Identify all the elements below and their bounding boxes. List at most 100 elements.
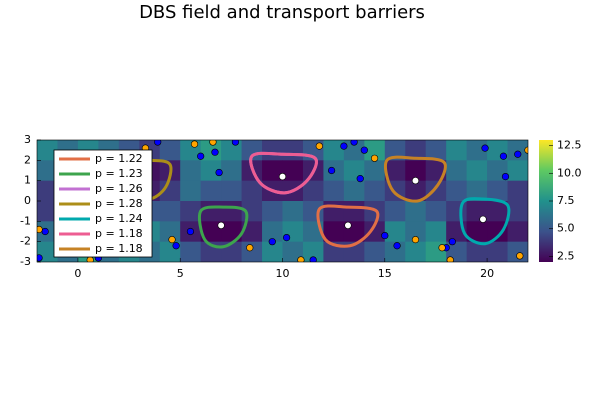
legend-label: p = 1.28: [95, 197, 143, 210]
heat-cell: [364, 140, 386, 161]
heat-cell: [262, 140, 283, 161]
heat-cell: [200, 201, 222, 222]
colorbar-tick-label: 10.0: [557, 166, 582, 179]
scatter-point: [309, 256, 317, 262]
heat-cell: [200, 160, 222, 182]
legend: p = 1.22 p = 1.23 p = 1.26 p = 1.28 p = 1.24…: [53, 149, 153, 258]
scatter-point: [340, 142, 348, 150]
scatter-point: [328, 166, 336, 175]
heat-cell: [262, 201, 283, 222]
heat-cell: [384, 160, 406, 182]
heat-cell: [159, 201, 181, 222]
heat-cell: [159, 140, 181, 161]
heat-cell: [405, 160, 427, 182]
heat-cell: [221, 180, 243, 202]
heat-cell: [180, 241, 202, 262]
heat-cell: [466, 140, 488, 161]
heat-cell: [446, 160, 468, 182]
heat-cell: [446, 140, 468, 161]
heat-cell: [282, 241, 304, 262]
scatter-point: [217, 221, 225, 229]
scatter-point: [514, 150, 522, 158]
scatter-point: [209, 140, 217, 146]
scatter-point: [501, 173, 510, 181]
x-tick-label: 5: [177, 267, 184, 280]
heat-cell: [487, 201, 509, 222]
heat-cell: [37, 201, 58, 222]
heat-cell: [241, 221, 263, 243]
heat-cell: [364, 160, 386, 182]
scatter-point: [381, 231, 389, 240]
x-tick-label: 20: [480, 267, 494, 280]
contour: [316, 204, 380, 248]
heat-cell: [262, 221, 283, 243]
scatter-point: [499, 152, 508, 160]
scatter-point: [154, 140, 162, 146]
colorbar-tick-label: 2.5: [557, 249, 575, 262]
plot-overlay: [37, 140, 528, 262]
chart-title: DBS field and transport barriers: [139, 2, 425, 23]
heat-cell: [507, 221, 528, 243]
heat-cell: [466, 160, 488, 182]
heat-cell: [425, 140, 447, 161]
y-tick-label: -1: [20, 214, 31, 227]
scatter-point: [481, 144, 489, 152]
heat-cell: [180, 180, 202, 202]
scatter-point: [190, 140, 199, 148]
scatter-point: [315, 142, 323, 150]
scatter-point: [370, 154, 379, 162]
scatter-point: [344, 221, 352, 229]
heat-cell: [302, 180, 324, 202]
y-tick-label: 2: [24, 153, 31, 166]
heat-cell: [343, 180, 365, 202]
heat-cell: [487, 221, 509, 243]
scatter-point: [168, 236, 176, 244]
contour: [459, 197, 511, 246]
x-tick-label: 15: [378, 267, 392, 280]
heat-cell: [241, 180, 263, 202]
y-tick-label: 3: [24, 133, 31, 146]
heat-cell: [364, 241, 386, 262]
scatter-point: [211, 148, 219, 156]
heat-cell: [282, 160, 304, 182]
heat-cell: [405, 140, 427, 161]
heat-cell: [180, 201, 202, 222]
colorbar: [539, 140, 553, 262]
scatter-point: [197, 152, 205, 160]
legend-label: p = 1.24: [95, 212, 143, 225]
scatter-point: [282, 234, 291, 242]
heat-cell: [466, 241, 488, 262]
heat-cell: [221, 201, 243, 222]
scatter-point: [231, 140, 240, 146]
scatter-point: [356, 175, 364, 183]
heat-cell: [384, 201, 406, 222]
scatter-point: [297, 256, 305, 262]
scatter-point: [516, 252, 524, 260]
heat-cell: [282, 140, 304, 161]
scatter-point: [360, 146, 368, 154]
heat-cell: [487, 180, 509, 202]
heat-cell: [405, 201, 427, 222]
legend-label: p = 1.18: [95, 227, 143, 240]
heat-cell: [323, 221, 345, 243]
scatter-point: [186, 227, 195, 236]
heat-cell: [405, 241, 427, 262]
heat-cell: [384, 140, 406, 161]
scatter-point: [268, 238, 276, 246]
heat-cell: [507, 241, 528, 262]
heat-cell: [466, 180, 488, 202]
heat-cell: [323, 140, 345, 161]
scatter-point: [215, 168, 223, 177]
heat-cell: [384, 221, 406, 243]
scatter-point: [438, 244, 446, 252]
scatter-point: [350, 140, 358, 146]
heat-cell: [446, 180, 468, 202]
scatter-point: [448, 238, 456, 246]
contour: [197, 205, 249, 249]
heat-cell: [507, 180, 528, 202]
scatter-point: [41, 227, 49, 236]
legend-label: p = 1.23: [95, 167, 143, 180]
scatter-point: [411, 177, 420, 185]
scatter-point: [393, 242, 401, 250]
heat-cell: [282, 201, 304, 222]
